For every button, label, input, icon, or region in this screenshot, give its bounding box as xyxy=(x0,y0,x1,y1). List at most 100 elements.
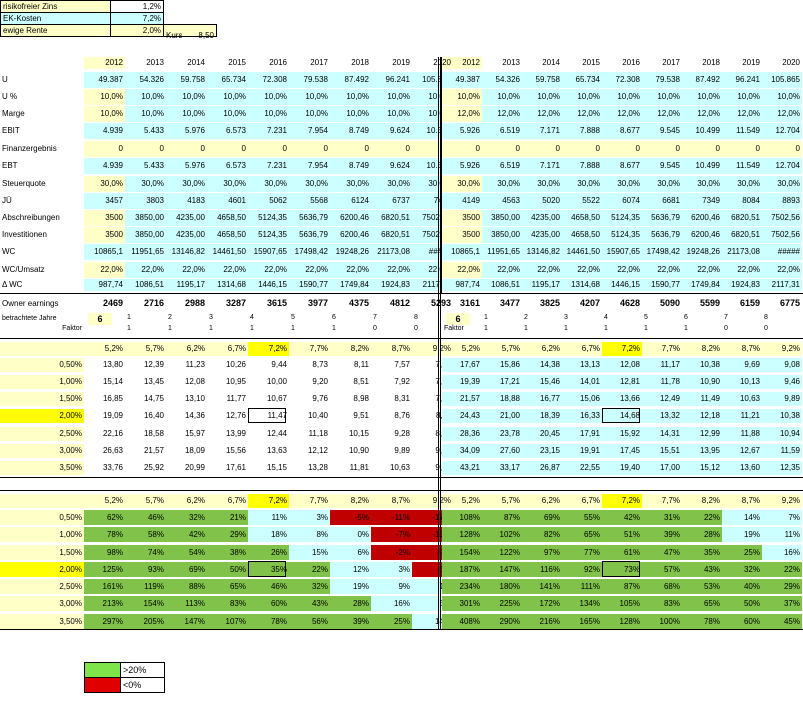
data-cell[interactable]: 8.749 xyxy=(330,158,371,174)
data-cell[interactable]: 3850,00 xyxy=(482,227,522,243)
upside-cell[interactable]: 216% xyxy=(522,614,562,629)
data-cell[interactable]: 5636,79 xyxy=(289,227,330,243)
data-cell[interactable]: 21173,08 xyxy=(722,244,762,260)
valuation-cell[interactable]: 11,81 xyxy=(349,463,369,472)
data-cell[interactable]: 10865,1 xyxy=(442,244,482,260)
data-cell[interactable]: 6200,46 xyxy=(682,210,722,226)
data-cell[interactable]: 5636,79 xyxy=(289,210,330,226)
upside-cell[interactable]: 11% xyxy=(762,527,802,542)
upside-cell[interactable]: -7% xyxy=(371,527,412,542)
data-cell[interactable]: 5.926 xyxy=(442,123,482,139)
valuation-cell[interactable]: 9,76 xyxy=(312,394,328,403)
upside-cell[interactable]: 87% xyxy=(602,579,642,594)
upside-cell[interactable]: 19% xyxy=(330,579,371,594)
upside-cell[interactable]: 31% xyxy=(642,510,682,525)
upside-cell[interactable]: 22% xyxy=(682,510,722,525)
upside-cell[interactable]: 83% xyxy=(207,596,248,611)
upside-cell[interactable]: -5% xyxy=(330,510,371,525)
data-cell[interactable]: 2117,31 xyxy=(762,279,802,291)
data-cell[interactable]: 0 xyxy=(682,141,722,157)
data-cell[interactable]: 30,0% xyxy=(84,176,125,192)
upside-cell[interactable]: 39% xyxy=(642,527,682,542)
valuation-cell[interactable]: 11,21 xyxy=(722,409,762,423)
valuation-cell[interactable]: 11,88 xyxy=(722,427,762,441)
data-cell[interactable]: 10,0% xyxy=(166,106,207,122)
valuation-cell[interactable]: 24,43 xyxy=(442,409,482,423)
valuation-cell[interactable]: 14,68 xyxy=(602,409,642,423)
upside-cell[interactable]: 297% xyxy=(84,614,125,629)
valuation-cell[interactable]: 11,18 xyxy=(308,429,328,438)
data-cell[interactable]: 19248,26 xyxy=(682,244,722,260)
data-cell[interactable]: 10,0% xyxy=(248,89,289,105)
upside-cell[interactable]: 42% xyxy=(602,510,642,525)
upside-cell[interactable]: 147% xyxy=(482,562,522,577)
valuation-cell[interactable]: 10,94 xyxy=(762,427,802,441)
data-cell[interactable]: 22,0% xyxy=(682,262,722,278)
upside-cell[interactable]: 290% xyxy=(482,614,522,629)
data-cell[interactable]: 30,0% xyxy=(248,176,289,192)
data-cell[interactable]: ##### xyxy=(762,244,802,260)
data-cell[interactable]: 5.433 xyxy=(125,123,166,139)
upside-cell[interactable]: 65% xyxy=(207,579,248,594)
data-cell[interactable]: 30,0% xyxy=(642,176,682,192)
data-cell[interactable]: 0 xyxy=(371,141,412,157)
data-cell[interactable]: 15907,65 xyxy=(602,244,642,260)
upside-cell[interactable]: 187% xyxy=(442,562,482,577)
data-cell[interactable]: 7.888 xyxy=(562,123,602,139)
upside-cell[interactable]: 11% xyxy=(248,510,289,525)
upside-cell[interactable]: 46% xyxy=(248,579,289,594)
data-cell[interactable]: 49.387 xyxy=(442,72,482,88)
upside-cell[interactable]: 35% xyxy=(248,562,289,577)
upside-cell[interactable]: 141% xyxy=(522,579,562,594)
data-cell[interactable]: 0 xyxy=(248,141,289,157)
valuation-cell[interactable]: 19,39 xyxy=(442,375,482,389)
data-cell[interactable]: 0 xyxy=(762,141,802,157)
data-cell[interactable]: 96.241 xyxy=(371,72,412,88)
upside-cell[interactable]: 74% xyxy=(125,545,166,560)
upside-cell[interactable]: 32% xyxy=(166,510,207,525)
data-cell[interactable]: 1086,51 xyxy=(125,279,166,291)
valuation-cell[interactable]: 13,45 xyxy=(143,377,164,386)
data-cell[interactable]: 10,0% xyxy=(125,89,166,105)
upside-cell[interactable]: 93% xyxy=(125,562,166,577)
upside-cell[interactable]: 87% xyxy=(482,510,522,525)
valuation-cell[interactable]: 27,60 xyxy=(482,444,522,458)
data-cell[interactable]: 22,0% xyxy=(371,262,412,278)
data-cell[interactable]: 0 xyxy=(84,141,125,157)
valuation-cell[interactable]: 10,38 xyxy=(682,358,722,372)
valuation-cell[interactable]: 21,00 xyxy=(482,409,522,423)
valuation-cell[interactable]: 19,91 xyxy=(562,444,602,458)
valuation-cell[interactable]: 9,89 xyxy=(762,392,802,406)
data-cell[interactable]: 72.308 xyxy=(248,72,289,88)
upside-cell[interactable]: 45% xyxy=(762,614,802,629)
upside-cell[interactable]: 19% xyxy=(722,527,762,542)
data-cell[interactable]: 12,0% xyxy=(682,106,722,122)
valuation-cell[interactable]: 13,60 xyxy=(722,461,762,475)
valuation-cell[interactable]: 14,38 xyxy=(522,358,562,372)
valuation-cell[interactable]: 10,67 xyxy=(266,394,287,403)
upside-cell[interactable]: 119% xyxy=(125,579,166,594)
data-cell[interactable]: 6820,51 xyxy=(371,210,412,226)
data-cell[interactable]: 5124,35 xyxy=(602,227,642,243)
data-cell[interactable]: 4235,00 xyxy=(522,227,562,243)
data-cell[interactable]: 3500 xyxy=(442,227,482,243)
valuation-cell[interactable]: 9,46 xyxy=(762,375,802,389)
data-cell[interactable]: 9.624 xyxy=(371,123,412,139)
valuation-cell[interactable]: 16,40 xyxy=(143,411,164,420)
data-cell[interactable]: 5568 xyxy=(289,193,330,209)
data-cell[interactable]: 7.888 xyxy=(562,158,602,174)
upside-cell[interactable]: -11% xyxy=(371,510,412,525)
data-cell[interactable]: 4658,50 xyxy=(207,210,248,226)
upside-cell[interactable]: 116% xyxy=(522,562,562,577)
data-cell[interactable]: 14461,50 xyxy=(562,244,602,260)
upside-cell[interactable]: 60% xyxy=(722,614,762,629)
upside-cell[interactable]: 8% xyxy=(289,527,330,542)
upside-cell[interactable]: 37% xyxy=(762,596,802,611)
data-cell[interactable]: 987,74 xyxy=(442,279,482,291)
data-cell[interactable]: 0 xyxy=(562,141,602,157)
data-cell[interactable]: 5522 xyxy=(562,193,602,209)
upside-cell[interactable]: 108% xyxy=(442,510,482,525)
data-cell[interactable]: 5.433 xyxy=(125,158,166,174)
valuation-cell[interactable]: 18,09 xyxy=(184,446,205,455)
valuation-cell[interactable]: 21,57 xyxy=(143,446,164,455)
